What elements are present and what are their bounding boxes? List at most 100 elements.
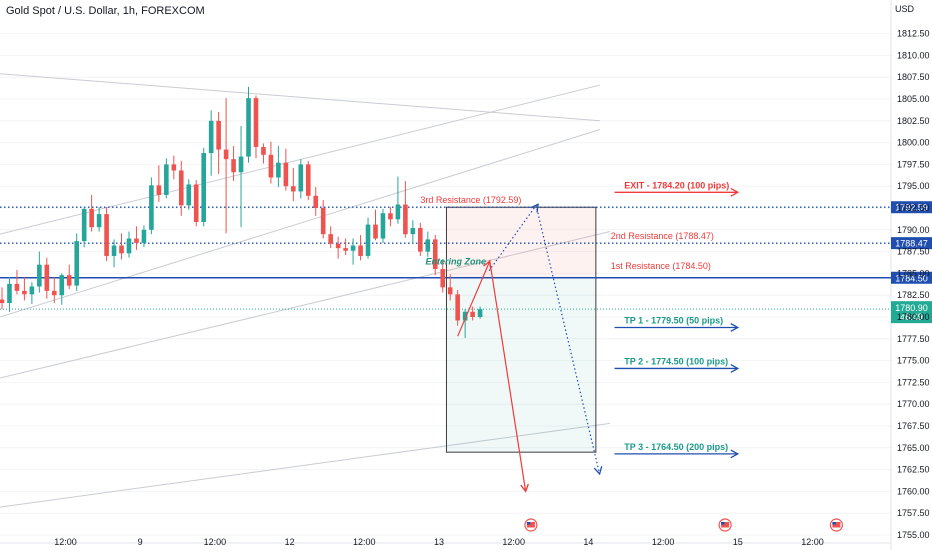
- candle-body: [186, 184, 192, 206]
- price-tick: 1767.50: [897, 421, 930, 431]
- candle-body: [268, 154, 274, 178]
- trade-zone: [445, 206, 597, 453]
- candle-body: [81, 208, 87, 242]
- price-tick: 1807.50: [897, 72, 930, 82]
- candle-body: [403, 204, 408, 235]
- symbol-title[interactable]: Gold Spot / U.S. Dollar, 1h, FOREXCOM: [6, 5, 205, 17]
- candle-body: [380, 213, 386, 239]
- candle-body: [432, 239, 438, 270]
- time-tick: 14: [583, 537, 593, 547]
- time-tick: 12:00: [801, 537, 824, 547]
- target-zone: [446, 277, 596, 453]
- price-tick: 1780.00: [897, 312, 930, 322]
- candle-body: [246, 98, 251, 157]
- price-tick: 1805.00: [897, 94, 930, 104]
- price-tag: [891, 271, 932, 284]
- candle-body: [66, 275, 72, 286]
- currency-label: USD: [894, 4, 914, 14]
- candle-body: [59, 275, 65, 296]
- candle-body: [119, 245, 124, 254]
- trend-line: [0, 129, 601, 318]
- price-tick: 1785.00: [897, 268, 930, 278]
- time-tick: 12: [285, 537, 295, 547]
- price-tick: 1782.50: [897, 290, 930, 300]
- candle-body: [208, 120, 214, 154]
- price-tick: 1812.50: [897, 29, 930, 39]
- us-flag-canton: [526, 522, 531, 525]
- us-flag-canton: [721, 522, 725, 525]
- price-tick: 1787.50: [897, 247, 930, 257]
- time-tick: 12:00: [353, 537, 376, 547]
- candle-body: [7, 283, 12, 304]
- candle-body: [193, 184, 199, 222]
- candle-body: [178, 170, 184, 206]
- us-flag-stripes: [832, 522, 841, 528]
- candle-body: [425, 239, 431, 252]
- candle-body: [335, 243, 341, 249]
- candle-body: [149, 185, 154, 230]
- candle-body: [104, 214, 109, 256]
- time-axis[interactable]: 12:00 9 12:00 12 12:00 13 12:00 14 12:00 15 12:00: [54, 537, 824, 547]
- economic-events[interactable]: [524, 518, 843, 532]
- candle-body: [298, 164, 304, 192]
- red-arrowhead-down: [520, 483, 529, 493]
- candle-body: [477, 309, 483, 317]
- price-tick: 1777.50: [897, 334, 930, 344]
- candle-body: [470, 311, 475, 317]
- price-tick: 1772.50: [897, 377, 930, 387]
- price-tag: [891, 237, 932, 250]
- candle-body: [141, 229, 147, 243]
- price-tag-label: 1792.59: [895, 203, 928, 213]
- price-tick: 1775.00: [897, 356, 930, 366]
- candle-body: [201, 153, 206, 222]
- blue-arrowhead-up: [530, 203, 539, 213]
- candle-body: [395, 204, 401, 220]
- candle-body: [328, 234, 333, 244]
- candle-body: [320, 208, 326, 235]
- candle-body: [410, 228, 416, 235]
- us-flag-stripes: [721, 522, 730, 528]
- annotations: 3rd Resistance (1792.59) 2nd Resistance (…: [420, 180, 740, 459]
- projection-paths: [457, 203, 603, 493]
- candle-body: [44, 264, 50, 291]
- trend-line: [0, 231, 611, 379]
- second-resistance-label: 2nd Resistance (1788.47): [611, 231, 714, 241]
- blue-arrowhead-down: [593, 466, 603, 476]
- exit-arrowhead: [730, 187, 740, 197]
- trend-line: [0, 73, 601, 122]
- time-tick: 12:00: [54, 537, 77, 547]
- trend-lines: [0, 73, 611, 508]
- tp3-label: TP 3 - 1764.50 (200 pips): [624, 442, 728, 452]
- red-arrowhead-up: [483, 259, 492, 270]
- candle-body: [253, 98, 259, 147]
- candle-body: [14, 283, 20, 291]
- candle-body: [440, 269, 446, 288]
- candle-body: [223, 149, 229, 160]
- candles: [0, 86, 483, 338]
- candle-body: [22, 290, 27, 295]
- last-price-value: 1780.90: [895, 303, 928, 313]
- price-tick: 1760.00: [897, 486, 930, 496]
- us-flag-stripes: [526, 522, 535, 528]
- candle-body: [96, 214, 102, 228]
- time-tick: 13: [434, 537, 444, 547]
- candle-body: [373, 224, 378, 239]
- tp3-arrowhead: [730, 449, 740, 459]
- candle-body: [291, 186, 296, 192]
- candle-body: [350, 245, 356, 251]
- price-tick: 1770.00: [897, 399, 930, 409]
- time-tick: 15: [733, 537, 743, 547]
- time-tick: 12:00: [204, 537, 227, 547]
- price-tick: 1802.50: [897, 116, 930, 126]
- candle-body: [283, 162, 289, 187]
- candle-body: [216, 120, 221, 150]
- candle-body: [343, 248, 348, 251]
- first-resistance-label: 1st Resistance (1784.50): [611, 261, 711, 271]
- time-tick: 9: [138, 537, 143, 547]
- candle-body: [171, 164, 177, 171]
- trend-line: [0, 422, 611, 508]
- candle-body: [156, 185, 162, 195]
- price-axis[interactable]: 1755.00 1757.50 1760.00 1762.50 1765.00 1767.…: [897, 29, 930, 540]
